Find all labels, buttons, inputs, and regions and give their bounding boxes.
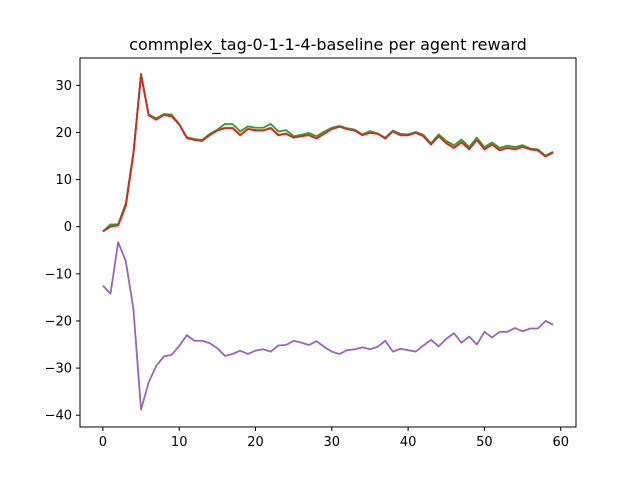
y-tick-label: −40: [45, 409, 72, 424]
y-tick-label: 0: [64, 220, 72, 235]
x-tick-label: 60: [552, 435, 569, 450]
ticks-layer: 0 10 20 30 40 50 60 −40 −30 −20 −10 0 10 20 30: [45, 79, 569, 450]
series-line-5: [102, 241, 554, 411]
x-tick-label: 0: [99, 435, 107, 450]
y-tick-label: −10: [45, 267, 72, 282]
y-tick-label: 30: [55, 79, 72, 94]
y-tick-label: 20: [55, 126, 72, 141]
series-line-4: [102, 74, 554, 233]
x-tick-label: 50: [476, 435, 493, 450]
chart-title: commplex_tag-0-1-1-4-baseline per agent …: [129, 35, 527, 55]
plot-frame: [79, 57, 577, 428]
y-tick-label: −30: [45, 362, 72, 377]
series-layer: [102, 72, 554, 411]
x-tick-label: 20: [247, 435, 264, 450]
x-tick-label: 30: [324, 435, 341, 450]
y-tick-label: 10: [55, 173, 72, 188]
x-tick-label: 10: [171, 435, 188, 450]
x-tick-label: 40: [400, 435, 417, 450]
y-tick-label: −20: [45, 314, 72, 329]
